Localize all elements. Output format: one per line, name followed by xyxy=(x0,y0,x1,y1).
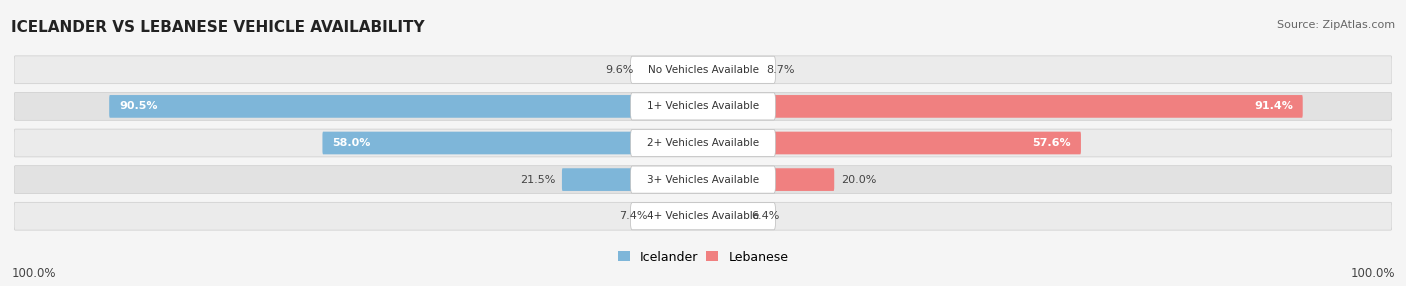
FancyBboxPatch shape xyxy=(562,168,703,191)
Text: 6.4%: 6.4% xyxy=(752,211,780,221)
Text: 91.4%: 91.4% xyxy=(1254,102,1294,111)
FancyBboxPatch shape xyxy=(703,132,1081,154)
Text: 7.4%: 7.4% xyxy=(620,211,648,221)
Text: 100.0%: 100.0% xyxy=(11,267,56,280)
FancyBboxPatch shape xyxy=(703,95,1303,118)
Text: 58.0%: 58.0% xyxy=(332,138,371,148)
FancyBboxPatch shape xyxy=(630,130,776,156)
Text: 100.0%: 100.0% xyxy=(1350,267,1395,280)
FancyBboxPatch shape xyxy=(14,166,1392,194)
Text: ICELANDER VS LEBANESE VEHICLE AVAILABILITY: ICELANDER VS LEBANESE VEHICLE AVAILABILI… xyxy=(11,20,425,35)
FancyBboxPatch shape xyxy=(14,56,1392,84)
Text: 4+ Vehicles Available: 4+ Vehicles Available xyxy=(647,211,759,221)
Text: 1+ Vehicles Available: 1+ Vehicles Available xyxy=(647,102,759,111)
Text: 20.0%: 20.0% xyxy=(841,175,876,184)
Text: 90.5%: 90.5% xyxy=(120,102,157,111)
FancyBboxPatch shape xyxy=(640,58,703,81)
Text: 21.5%: 21.5% xyxy=(520,175,555,184)
Text: 8.7%: 8.7% xyxy=(766,65,796,75)
FancyBboxPatch shape xyxy=(630,203,776,230)
FancyBboxPatch shape xyxy=(703,58,761,81)
FancyBboxPatch shape xyxy=(14,129,1392,157)
Text: No Vehicles Available: No Vehicles Available xyxy=(648,65,758,75)
FancyBboxPatch shape xyxy=(703,168,834,191)
FancyBboxPatch shape xyxy=(630,56,776,83)
Legend: Icelander, Lebanese: Icelander, Lebanese xyxy=(613,246,793,269)
FancyBboxPatch shape xyxy=(14,202,1392,230)
Text: 2+ Vehicles Available: 2+ Vehicles Available xyxy=(647,138,759,148)
Text: 57.6%: 57.6% xyxy=(1032,138,1071,148)
FancyBboxPatch shape xyxy=(703,205,745,228)
FancyBboxPatch shape xyxy=(630,93,776,120)
Text: 3+ Vehicles Available: 3+ Vehicles Available xyxy=(647,175,759,184)
Text: Source: ZipAtlas.com: Source: ZipAtlas.com xyxy=(1277,20,1395,30)
FancyBboxPatch shape xyxy=(654,205,703,228)
Text: 9.6%: 9.6% xyxy=(605,65,634,75)
FancyBboxPatch shape xyxy=(110,95,703,118)
FancyBboxPatch shape xyxy=(322,132,703,154)
FancyBboxPatch shape xyxy=(630,166,776,193)
FancyBboxPatch shape xyxy=(14,92,1392,120)
